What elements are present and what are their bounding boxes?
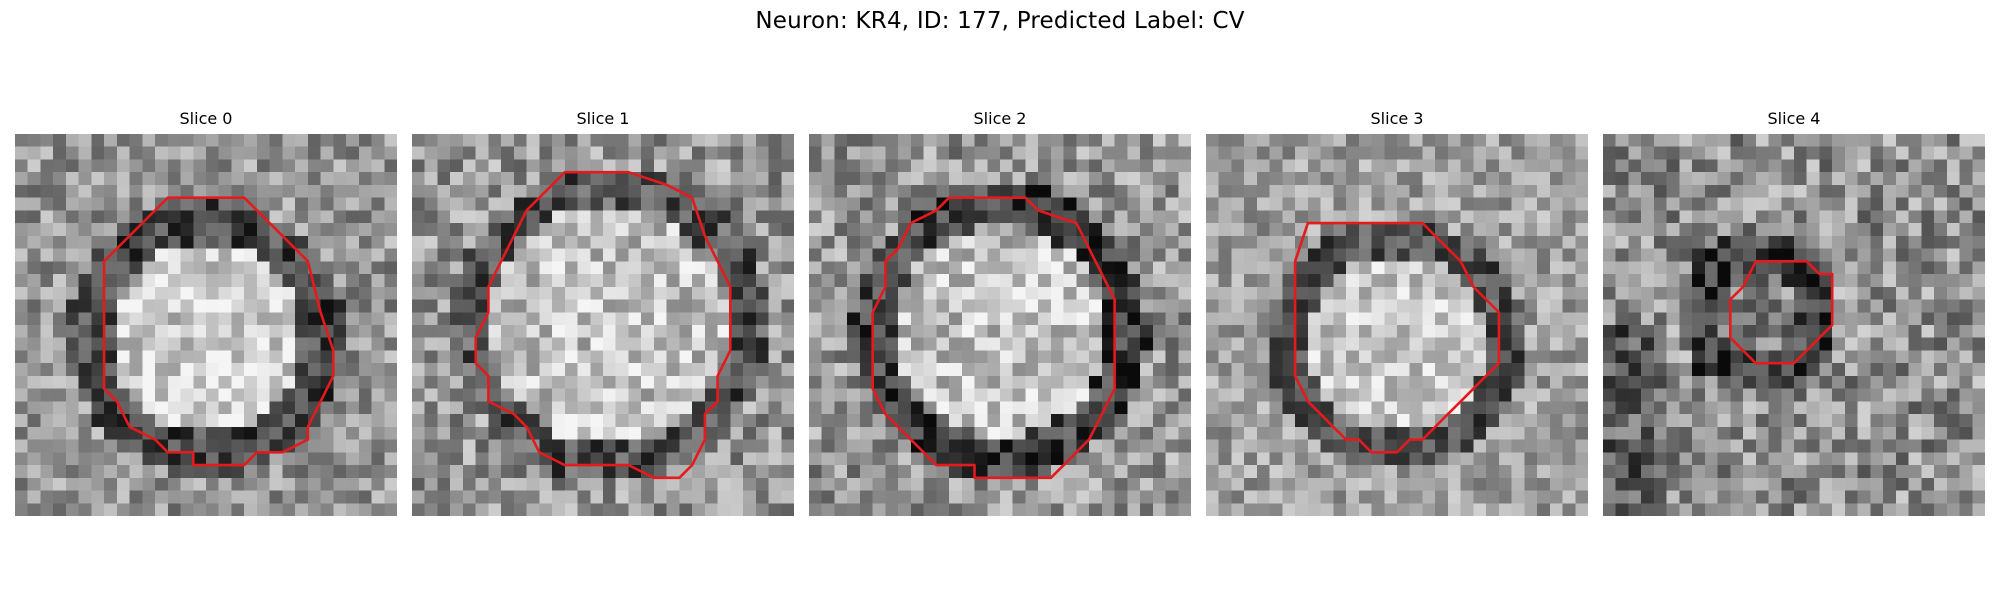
slice-pixel-grid bbox=[1206, 134, 1588, 516]
slice-panel-2: Slice 2 bbox=[809, 108, 1191, 516]
slice-panel-3: Slice 3 bbox=[1206, 108, 1588, 516]
slice-image bbox=[809, 134, 1191, 516]
slice-title: Slice 0 bbox=[179, 109, 233, 128]
slice-image bbox=[15, 134, 397, 516]
slice-panel-4: Slice 4 bbox=[1603, 108, 1985, 516]
segmentation-contour bbox=[1729, 260, 1834, 365]
segmentation-contour bbox=[474, 170, 732, 480]
slice-pixel-grid bbox=[1603, 134, 1985, 516]
slice-panel-0: Slice 0 bbox=[15, 108, 397, 516]
slice-image bbox=[1206, 134, 1588, 516]
figure-title: Neuron: KR4, ID: 177, Predicted Label: C… bbox=[755, 8, 1245, 34]
segmentation-contour bbox=[102, 196, 335, 467]
slice-title: Slice 1 bbox=[576, 109, 630, 128]
segmentation-contour bbox=[1293, 221, 1501, 454]
slice-pixel-grid bbox=[412, 134, 794, 516]
slice-title: Slice 3 bbox=[1370, 109, 1424, 128]
slice-title: Slice 2 bbox=[973, 109, 1027, 128]
slice-image bbox=[1603, 134, 1985, 516]
slice-panel-1: Slice 1 bbox=[412, 108, 794, 516]
segmentation-contour bbox=[871, 196, 1116, 480]
slice-title: Slice 4 bbox=[1767, 109, 1821, 128]
slice-pixel-grid bbox=[15, 134, 397, 516]
slice-image bbox=[412, 134, 794, 516]
slice-pixel-grid bbox=[809, 134, 1191, 516]
